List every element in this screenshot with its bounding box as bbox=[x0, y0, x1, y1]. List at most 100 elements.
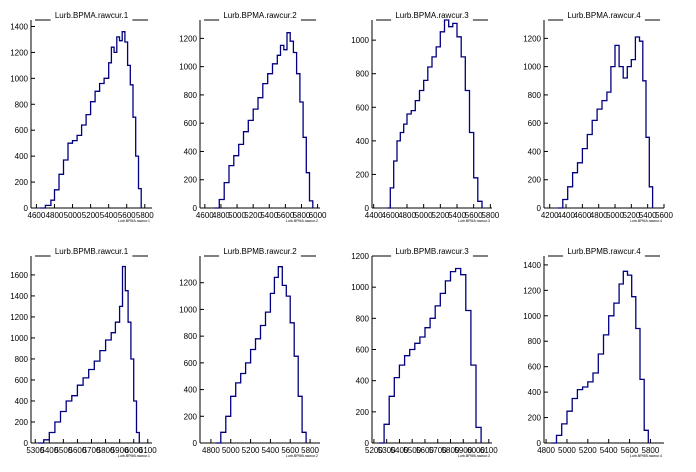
histogram-panel-4: Lurb.BPMA.rawcur.4 0 200 400 600 800 1000 1200 4… bbox=[523, 11, 673, 223]
y-tick-label: 0 bbox=[193, 204, 198, 213]
y-tick-label: 1400 bbox=[523, 261, 541, 270]
x-axis-label: Lurb.BPMB.rawcur.3 bbox=[458, 454, 490, 458]
y-tick-label: 1000 bbox=[10, 334, 28, 343]
x-axis-label: Lurb.BPMA.rawcur.3 bbox=[458, 219, 490, 223]
x-tick-label: 6100 bbox=[480, 446, 498, 455]
y-tick-label: 200 bbox=[15, 178, 29, 187]
x-tick-label: 6100 bbox=[139, 446, 157, 455]
y-tick-label: 600 bbox=[356, 346, 370, 355]
y-tick-label: 200 bbox=[356, 170, 370, 179]
x-axis-label: Lurb.BPMB.rawcur.4 bbox=[630, 454, 662, 458]
y-tick-label: 1000 bbox=[179, 305, 197, 314]
x-tick-label: 5200 bbox=[579, 446, 597, 455]
histogram-series bbox=[557, 36, 654, 209]
x-tick-label: 4800 bbox=[590, 211, 608, 220]
y-tick-label: 400 bbox=[356, 377, 370, 386]
x-tick-label: 5400 bbox=[391, 446, 409, 455]
y-tick-label: 200 bbox=[528, 414, 542, 423]
y-tick-label: 600 bbox=[528, 119, 542, 128]
y-tick-label: 0 bbox=[193, 439, 198, 448]
histogram-series bbox=[379, 267, 482, 444]
y-tick-label: 200 bbox=[356, 408, 370, 417]
x-tick-label: 5400 bbox=[260, 211, 278, 220]
y-tick-label: 0 bbox=[537, 439, 542, 448]
y-tick-label: 200 bbox=[184, 412, 198, 421]
x-tick-label: 4200 bbox=[541, 211, 559, 220]
x-tick-label: 5500 bbox=[403, 446, 421, 455]
x-tick-label: 5700 bbox=[429, 446, 447, 455]
y-tick-label: 800 bbox=[528, 337, 542, 346]
y-tick-label: 400 bbox=[184, 147, 198, 156]
histogram-panel-5: Lurb.BPMB.rawcur.1 0 200 400 600 800 1000 1200 1… bbox=[10, 247, 157, 458]
x-tick-label: 4800 bbox=[398, 211, 416, 220]
x-tick-label: 4800 bbox=[212, 211, 230, 220]
y-tick-label: 1400 bbox=[10, 22, 28, 31]
y-tick-label: 200 bbox=[15, 418, 29, 427]
y-tick-label: 1000 bbox=[351, 283, 369, 292]
x-tick-label: 4800 bbox=[537, 446, 555, 455]
x-tick-label: 5800 bbox=[293, 211, 311, 220]
y-tick-label: 1000 bbox=[351, 36, 369, 45]
x-tick-label: 4400 bbox=[557, 211, 575, 220]
histogram-series bbox=[551, 270, 649, 444]
x-tick-label: 5200 bbox=[242, 446, 260, 455]
y-tick-label: 1200 bbox=[179, 34, 197, 43]
x-tick-label: 5200 bbox=[82, 211, 100, 220]
y-tick-label: 1200 bbox=[10, 48, 28, 57]
y-tick-label: 0 bbox=[24, 204, 29, 213]
y-tick-label: 0 bbox=[365, 439, 370, 448]
x-tick-label: 5600 bbox=[621, 446, 639, 455]
x-tick-label: 5600 bbox=[281, 446, 299, 455]
x-tick-label: 5800 bbox=[136, 211, 154, 220]
y-tick-label: 600 bbox=[184, 119, 198, 128]
y-tick-label: 1400 bbox=[10, 292, 28, 301]
x-tick-label: 5200 bbox=[431, 211, 449, 220]
y-tick-label: 1200 bbox=[351, 252, 369, 261]
x-tick-label: 4800 bbox=[46, 211, 64, 220]
y-tick-label: 0 bbox=[24, 439, 29, 448]
histogram-panel-8: Lurb.BPMB.rawcur.4 0 200 400 600 800 1000 1200 1… bbox=[523, 247, 664, 458]
x-tick-label: 5000 bbox=[558, 446, 576, 455]
histogram-panel-2: Lurb.BPMA.rawcur.2 0 200 400 600 800 1000 1200 4… bbox=[179, 11, 327, 223]
x-tick-label: 5400 bbox=[100, 211, 118, 220]
x-tick-label: 5000 bbox=[606, 211, 624, 220]
x-axis-label: Lurb.BPMB.rawcur.1 bbox=[118, 454, 150, 458]
y-tick-label: 800 bbox=[528, 91, 542, 100]
x-tick-label: 5600 bbox=[276, 211, 294, 220]
y-tick-label: 1200 bbox=[10, 313, 28, 322]
y-tick-label: 600 bbox=[15, 126, 29, 135]
x-tick-label: 5500 bbox=[54, 446, 72, 455]
y-tick-label: 400 bbox=[15, 152, 29, 161]
panel-title: Lurb.BPMA.rawcur.4 bbox=[567, 11, 641, 20]
x-tick-label: 5600 bbox=[416, 446, 434, 455]
x-tick-label: 5200 bbox=[622, 211, 640, 220]
y-tick-label: 1600 bbox=[10, 271, 28, 280]
x-tick-label: 4600 bbox=[381, 211, 399, 220]
panel-title: Lurb.BPMA.rawcur.3 bbox=[395, 11, 469, 20]
x-axis-label: Lurb.BPMA.rawcur.4 bbox=[630, 219, 662, 223]
histogram-series bbox=[214, 32, 314, 209]
y-tick-label: 600 bbox=[184, 359, 198, 368]
y-tick-label: 800 bbox=[184, 332, 198, 341]
x-tick-label: 5200 bbox=[244, 211, 262, 220]
histogram-panel-1: Lurb.BPMA.rawcur.1 0 200 400 600 800 1000 1200 1… bbox=[10, 11, 154, 223]
x-tick-label: 6000 bbox=[125, 446, 143, 455]
x-tick-label: 5000 bbox=[64, 211, 82, 220]
y-tick-label: 800 bbox=[356, 314, 370, 323]
x-axis-label: Lurb.BPMA.rawcur.2 bbox=[286, 219, 318, 223]
y-tick-label: 1200 bbox=[179, 279, 197, 288]
x-tick-label: 5000 bbox=[415, 211, 433, 220]
panel-title: Lurb.BPMA.rawcur.1 bbox=[55, 11, 129, 20]
x-tick-label: 4800 bbox=[202, 446, 220, 455]
x-tick-label: 5600 bbox=[118, 211, 136, 220]
histogram-series bbox=[40, 31, 142, 209]
y-tick-label: 1000 bbox=[10, 74, 28, 83]
x-tick-label: 5700 bbox=[83, 446, 101, 455]
y-tick-label: 200 bbox=[184, 176, 198, 185]
x-tick-label: 5900 bbox=[111, 446, 129, 455]
histogram-panel-3: Lurb.BPMA.rawcur.30200400600800100044004… bbox=[351, 11, 500, 223]
x-axis-label: Lurb.BPMB.rawcur.2 bbox=[286, 454, 318, 458]
y-tick-label: 800 bbox=[356, 70, 370, 79]
x-tick-label: 6000 bbox=[309, 211, 327, 220]
